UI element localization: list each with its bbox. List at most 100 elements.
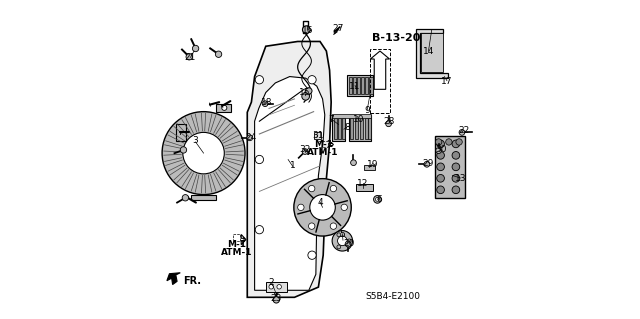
Bar: [342, 118, 345, 139]
Circle shape: [302, 93, 310, 100]
Circle shape: [255, 226, 264, 234]
Circle shape: [294, 179, 351, 236]
Bar: [266, 282, 287, 292]
Text: 10: 10: [353, 115, 364, 124]
Bar: [357, 77, 360, 94]
Circle shape: [332, 231, 353, 251]
Text: 18: 18: [260, 98, 272, 107]
Circle shape: [436, 148, 442, 153]
Text: B-13-20: B-13-20: [372, 33, 420, 43]
Circle shape: [386, 121, 392, 127]
Polygon shape: [177, 124, 186, 141]
Bar: [356, 184, 373, 191]
Circle shape: [452, 152, 460, 159]
Bar: [368, 118, 371, 139]
Circle shape: [310, 195, 335, 220]
Circle shape: [221, 105, 227, 110]
Text: 13: 13: [454, 174, 466, 183]
Circle shape: [456, 139, 462, 145]
Circle shape: [298, 204, 304, 211]
Circle shape: [345, 241, 351, 247]
Polygon shape: [329, 142, 333, 147]
Circle shape: [445, 139, 452, 145]
Bar: [314, 132, 321, 139]
Circle shape: [348, 239, 351, 243]
Bar: [369, 77, 372, 94]
Text: M-1: M-1: [314, 140, 333, 149]
Text: 3: 3: [193, 136, 198, 145]
Circle shape: [436, 186, 444, 194]
Text: 16: 16: [302, 26, 314, 35]
Bar: [365, 118, 368, 139]
Text: 32: 32: [300, 145, 310, 154]
Text: 6: 6: [376, 195, 382, 204]
Circle shape: [306, 88, 312, 94]
Circle shape: [452, 140, 460, 148]
Circle shape: [308, 251, 316, 259]
Circle shape: [341, 204, 348, 211]
Circle shape: [180, 147, 187, 153]
Circle shape: [337, 236, 347, 246]
Text: 22: 22: [458, 126, 469, 135]
Circle shape: [308, 185, 315, 192]
Bar: [355, 118, 358, 139]
Text: 23: 23: [270, 294, 282, 303]
Circle shape: [436, 163, 444, 171]
Bar: [360, 118, 363, 139]
Text: S5B4-E2100: S5B4-E2100: [366, 292, 421, 300]
Text: 4: 4: [317, 198, 323, 207]
Text: ATM-1: ATM-1: [221, 248, 252, 256]
Text: 12: 12: [357, 179, 369, 188]
Polygon shape: [167, 273, 180, 285]
Circle shape: [269, 285, 273, 289]
Polygon shape: [216, 104, 230, 112]
Circle shape: [303, 26, 310, 33]
Text: 1: 1: [290, 161, 296, 170]
Circle shape: [182, 195, 189, 201]
Polygon shape: [191, 195, 216, 200]
Polygon shape: [349, 115, 371, 141]
Circle shape: [302, 149, 308, 154]
Bar: [350, 118, 353, 139]
Text: FR.: FR.: [184, 276, 202, 286]
Circle shape: [277, 285, 282, 289]
Bar: [332, 114, 371, 118]
Circle shape: [374, 196, 381, 203]
Bar: [361, 77, 364, 94]
Text: ATM-1: ATM-1: [307, 148, 339, 157]
Text: 2: 2: [269, 278, 275, 287]
Circle shape: [273, 297, 280, 303]
Circle shape: [452, 186, 460, 194]
Circle shape: [262, 101, 268, 107]
Text: 5: 5: [339, 230, 345, 239]
Text: 24: 24: [245, 133, 257, 142]
Bar: [435, 136, 465, 198]
Text: 30: 30: [435, 145, 446, 154]
Circle shape: [452, 163, 460, 171]
Circle shape: [247, 135, 253, 141]
Bar: [347, 75, 372, 96]
Circle shape: [436, 140, 444, 148]
Circle shape: [452, 174, 460, 182]
Circle shape: [436, 174, 444, 182]
Bar: [338, 118, 341, 139]
Circle shape: [255, 76, 264, 84]
Text: 15: 15: [299, 88, 310, 97]
Circle shape: [330, 223, 337, 229]
Bar: [349, 77, 352, 94]
Circle shape: [459, 130, 465, 135]
Text: 27: 27: [333, 24, 344, 33]
Text: 17: 17: [441, 77, 452, 86]
Bar: [364, 165, 375, 170]
Circle shape: [183, 132, 224, 174]
Circle shape: [255, 155, 264, 164]
Bar: [333, 118, 337, 139]
Text: 21: 21: [185, 53, 196, 62]
Polygon shape: [416, 29, 447, 78]
Circle shape: [330, 185, 337, 192]
Polygon shape: [332, 115, 345, 141]
Circle shape: [436, 152, 444, 159]
Text: 8: 8: [344, 123, 349, 132]
Circle shape: [308, 223, 315, 229]
Bar: [353, 77, 356, 94]
